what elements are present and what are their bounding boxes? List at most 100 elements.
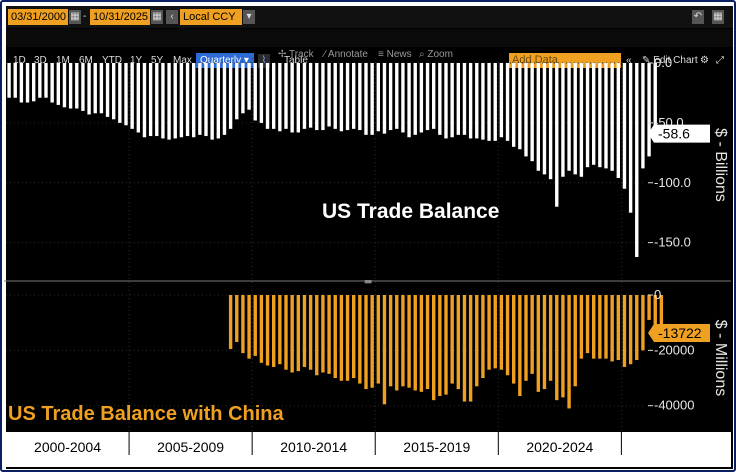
china-balance-bar	[518, 295, 522, 397]
zoom-tool[interactable]: ⌕ Zoom	[419, 49, 453, 60]
edit-chart-button[interactable]: ✎ Edit Chart	[642, 55, 698, 66]
trade-balance-bar	[468, 63, 473, 139]
trade-balance-bar	[112, 63, 116, 120]
trade-balance-bar	[204, 63, 208, 137]
period-6m[interactable]: 6M	[79, 55, 93, 66]
expand-icon[interactable]: ⤢	[716, 55, 724, 66]
period-1y[interactable]: 1Y	[130, 55, 143, 66]
period-1m[interactable]: 1M	[56, 55, 70, 66]
trade-balance-bar	[413, 63, 417, 135]
table-button[interactable]: Table	[284, 55, 308, 66]
chevron-down-icon[interactable]: ▾	[243, 10, 255, 24]
trade-balance-bar	[579, 63, 584, 177]
trade-balance-bar	[635, 63, 639, 257]
trade-balance-bar	[592, 63, 596, 165]
undo-icon[interactable]: ↶	[692, 10, 704, 24]
trade-balance-bar	[44, 63, 48, 98]
china-balance-bar	[395, 295, 399, 391]
period-1d[interactable]: 1D	[13, 55, 26, 66]
trade-balance-bar	[241, 63, 245, 114]
trade-balance-bar	[259, 63, 264, 123]
trade-balance-bar	[321, 63, 325, 131]
x-axis-band	[4, 432, 731, 467]
china-trade-balance-bars	[228, 295, 664, 409]
china-balance-bar	[567, 295, 571, 409]
edit-chart-label: Edit Chart	[653, 55, 698, 66]
trade-balance-bar	[358, 63, 362, 131]
trade-balance-bar	[284, 63, 288, 129]
grid-icon[interactable]: ▦	[712, 10, 724, 24]
start-date-input[interactable]: 03/31/2000	[8, 9, 68, 25]
trade-balance-bar	[99, 63, 104, 114]
china-balance-bar	[308, 295, 313, 370]
china-balance-bar	[382, 295, 387, 405]
china-balance-bar	[641, 295, 645, 351]
china-balance-bar	[432, 295, 436, 401]
trade-balance-bar	[462, 63, 467, 135]
china-balance-bar	[653, 295, 657, 326]
y-tick-label: -150.0	[654, 235, 691, 250]
trade-balance-bar	[555, 63, 559, 207]
frequency-label: Quarterly	[200, 55, 242, 66]
trade-balance-bar	[272, 63, 276, 129]
collapse-icon[interactable]: «	[626, 55, 632, 66]
trade-balance-bar	[364, 63, 368, 135]
trade-balance-bar	[333, 63, 337, 129]
china-balance-bar	[616, 295, 620, 361]
x-tick-label: 2000-2004	[34, 439, 101, 455]
trade-balance-bar	[296, 63, 300, 133]
end-date-input[interactable]: 10/31/2025	[90, 9, 150, 25]
period-max[interactable]: Max	[173, 55, 192, 66]
trade-balance-bar	[573, 63, 577, 175]
currency-select[interactable]: Local CCY	[180, 9, 242, 25]
period-3d[interactable]: 3D	[34, 55, 47, 66]
panel-resize-handle[interactable]: ▬	[364, 277, 373, 287]
period-5y[interactable]: 5Y	[151, 55, 164, 66]
period-ytd[interactable]: YTD	[102, 55, 122, 66]
last-value-badge-shape	[648, 124, 710, 143]
track-tool[interactable]: ✢ Track	[278, 49, 314, 60]
china-balance-bar	[278, 295, 282, 365]
trade-balance-bar	[524, 63, 528, 157]
annotate-tool[interactable]: ⁄ Annotate	[324, 49, 368, 60]
china-balance-bar	[345, 295, 350, 381]
last-value-badge: -58.6	[648, 124, 710, 143]
china-balance-bar	[468, 295, 473, 402]
china-balance-bar	[370, 295, 374, 388]
trade-balance-bar	[222, 63, 227, 135]
y-axis-label: $ - Millions	[712, 320, 729, 396]
last-value-label: -13722	[658, 325, 702, 341]
x-tick-label: 2015-2019	[403, 439, 470, 455]
trade-balance-bar	[499, 63, 504, 138]
trade-balance-bar	[56, 63, 60, 105]
trade-balance-bar	[628, 63, 633, 213]
trade-balance-bar	[136, 63, 140, 133]
news-tool[interactable]: ≡ News	[378, 49, 412, 60]
trade-balance-bar	[339, 63, 344, 132]
trade-balance-bar	[7, 63, 11, 98]
trade-balance-bar	[62, 63, 67, 108]
y-tick-label: 0	[654, 287, 661, 302]
trade-balance-bar	[75, 63, 79, 109]
trade-balance-bar	[290, 63, 294, 133]
trade-balance-bar	[50, 63, 54, 103]
trade-balance-bar	[382, 63, 387, 134]
trade-balance-bar	[616, 63, 620, 178]
back-arrow-icon[interactable]: ‹	[166, 10, 178, 24]
trade-balance-bar	[148, 63, 153, 137]
china-balance-bar	[253, 295, 257, 356]
calendar-icon[interactable]: ▦	[151, 10, 163, 24]
gridlines	[6, 58, 646, 432]
trade-balance-bar	[155, 63, 159, 137]
settings-icon[interactable]: ⚙	[700, 55, 709, 66]
china-balance-bar	[352, 295, 356, 379]
trade-balance-bar	[505, 63, 510, 141]
calendar-icon[interactable]: ▦	[69, 10, 81, 24]
trade-balance-bar	[308, 63, 313, 128]
bloomberg-chart-panel: 03/31/2000 ▦ - 10/31/2025 ▦ ‹ Local CCY …	[6, 6, 733, 469]
trade-balance-bar	[641, 63, 645, 169]
trade-balance-bar	[567, 63, 571, 171]
trade-balance-bar	[327, 63, 331, 127]
trade-balance-bar	[419, 63, 424, 133]
